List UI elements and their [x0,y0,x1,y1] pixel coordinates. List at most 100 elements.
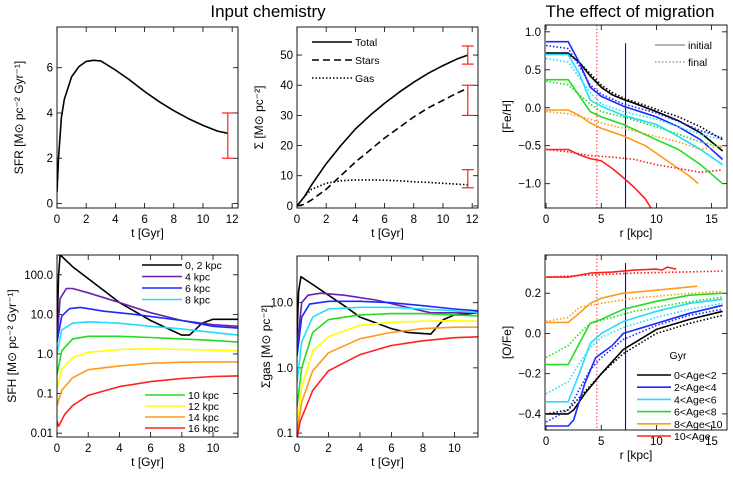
x-tick-label: 2 [323,214,329,226]
legend-entry: 0, 2 kpc [142,260,222,272]
legend-label: 2<Age<4 [674,382,717,394]
y-axis-label: SFH [M⊙ pc⁻² Gyr⁻¹] [5,289,19,402]
panel-gas-density: 0 2 4 6 8 10 10.0 1.0 0.1 t [Gyr] Σgas [M⊙ pc⁻²] [259,255,479,469]
y-tick-label: 4 [47,108,54,120]
x-tick-label: 2 [325,443,331,455]
y-tick-label: 2 [47,153,53,165]
series-line [546,310,723,415]
legend: initial final [655,40,712,69]
series-line [297,312,478,408]
series-line [545,296,723,359]
plot-frame [56,254,239,438]
legend-label: initial [688,40,712,52]
series-line [57,59,228,193]
legend-entry: 4 kpc [142,272,210,284]
legend-label: 0<Age<2 [674,370,717,382]
legend-label: final [688,57,707,69]
x-tick-label: 2 [83,214,89,226]
legend-label: 10 kpc [188,390,219,402]
series-line [297,326,478,434]
y-tick-label: 1.0 [277,363,293,375]
x-tick-label: 6 [381,214,387,226]
y-tick-label: 10.0 [31,309,53,321]
series-line [546,266,677,278]
series-line [57,335,238,375]
series-line [545,302,723,395]
series-line [546,298,723,403]
legend-label: 8 kpc [185,295,210,307]
y-tick-label: 0 [47,198,53,210]
panel-surface-density: 0 2 4 6 8 10 12 0 10 20 30 40 50 t [Gyr] Σ [M⊙ pc⁻²] To… [252,26,479,240]
y-tick-label: 1.0 [37,349,53,361]
series-line [297,319,478,426]
series-line [546,148,652,208]
y-tick-label: 50 [280,50,293,62]
legend-label: 4 kpc [185,272,210,284]
x-axis-label: t [Gyr] [371,226,404,240]
y-tick-label: −0.2 [518,369,541,381]
x-tick-label: 12 [226,214,239,226]
y-tick-label: 0.1 [37,389,53,401]
y-tick-label: 0.01 [31,428,53,440]
series-line [297,275,478,337]
series-line [545,44,723,139]
y-tick-label: 6 [47,63,53,75]
x-axis-label: t [Gyr] [371,455,404,469]
plot-frame [544,24,728,209]
y-tick-label: 10.0 [271,298,293,310]
x-tick-label: 0 [294,443,300,455]
series-line [57,348,238,390]
legend-entry: 10 kpc [145,390,219,402]
error-bar [461,45,474,65]
series-line [297,87,469,207]
y-axis-label: SFR [M⊙ pc⁻² Gyr⁻¹] [12,61,26,174]
plot-area [57,59,228,193]
y-tick-label: 0.2 [525,288,541,300]
series-line [57,306,238,343]
series-line [546,285,698,324]
plot-area [57,255,238,427]
series-line [546,292,723,366]
legend-entry: initial [655,40,712,52]
legend-title: Gyr [670,350,687,362]
x-tick-label: 10 [437,214,450,226]
x-axis-label: t [Gyr] [131,226,164,240]
plot-frame [544,254,728,431]
plot-area [545,255,723,430]
x-axis-label: t [Gyr] [131,455,164,469]
series-line [297,306,478,383]
legend-label: 6 kpc [185,283,210,295]
x-tick-label: 0 [543,214,549,226]
legend-label: Stars [355,55,380,67]
series-line [297,300,478,357]
legend-label: 14 kpc [188,412,219,424]
legend-entry: 6<Age<8 [637,407,717,419]
legend: Total Stars Gas [312,37,380,85]
legend-entry: 8 kpc [142,295,210,307]
y-tick-label: −0.4 [518,409,541,421]
legend-entry: 10<Age [637,431,711,443]
series-line [57,321,238,355]
legend-label: 8<Age<10 [674,419,723,431]
x-tick-label: 0 [543,436,549,448]
series-line [546,40,724,160]
series-line [57,361,238,406]
x-tick-label: 8 [179,443,185,455]
y-axis-label: [O/Fe] [500,326,514,359]
y-axis-label: Σgas [M⊙ pc⁻²] [259,305,273,388]
legend-entry: final [655,57,707,69]
plot-frame [296,255,479,438]
legend-label: 6<Age<8 [674,407,717,419]
plot-frame [56,26,239,209]
x-tick-label: 0 [294,214,300,226]
panel-sfh: 0 2 4 6 8 10 100.0 10.0 1.0 0.1 0.01 t [Gyr] SFH [M⊙… [5,254,239,469]
series-line [297,54,469,207]
x-tick-label: 2 [85,443,91,455]
y-tick-label: 1.0 [525,27,541,39]
plot-area [297,275,478,437]
series-line [57,375,238,427]
x-tick-label: 8 [411,214,417,226]
y-tick-label: 0.0 [525,328,541,340]
series-line [546,304,723,427]
error-bar [461,169,474,189]
